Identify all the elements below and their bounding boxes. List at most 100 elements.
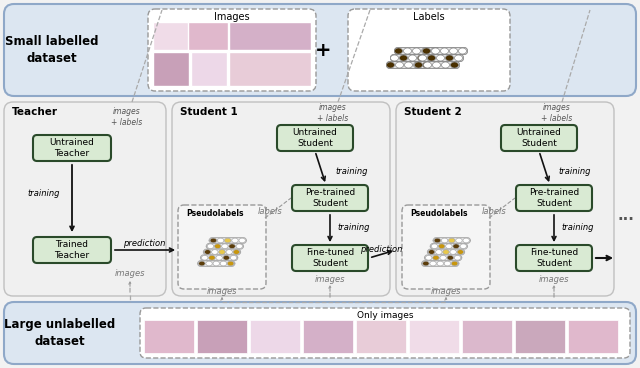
Text: training: training <box>337 223 369 233</box>
FancyBboxPatch shape <box>178 205 266 289</box>
Ellipse shape <box>408 55 417 61</box>
Ellipse shape <box>221 244 228 248</box>
Ellipse shape <box>236 244 243 248</box>
Text: labels: labels <box>482 206 506 216</box>
FancyBboxPatch shape <box>277 125 353 151</box>
FancyBboxPatch shape <box>415 61 460 68</box>
Ellipse shape <box>445 55 454 61</box>
Text: Fine-tuned
Student: Fine-tuned Student <box>530 248 578 268</box>
FancyBboxPatch shape <box>501 125 577 151</box>
Ellipse shape <box>404 62 413 68</box>
Ellipse shape <box>456 238 462 243</box>
Ellipse shape <box>426 255 432 260</box>
FancyBboxPatch shape <box>33 237 111 263</box>
Text: Trained
Teacher: Trained Teacher <box>54 240 90 260</box>
Ellipse shape <box>209 255 215 260</box>
Text: Pseudolabels: Pseudolabels <box>410 209 467 219</box>
Text: training: training <box>28 188 60 198</box>
Ellipse shape <box>227 261 234 266</box>
Ellipse shape <box>198 261 205 266</box>
Text: Untrained
Student: Untrained Student <box>516 128 561 148</box>
Ellipse shape <box>436 55 445 61</box>
Ellipse shape <box>434 238 440 243</box>
Ellipse shape <box>218 238 224 243</box>
Text: prediction: prediction <box>123 238 165 248</box>
Ellipse shape <box>396 62 403 68</box>
Ellipse shape <box>210 238 216 243</box>
Ellipse shape <box>229 244 236 248</box>
Ellipse shape <box>457 250 463 254</box>
Bar <box>153 52 189 86</box>
Ellipse shape <box>445 244 452 248</box>
Text: images: images <box>539 276 569 284</box>
Text: images
+ labels: images + labels <box>111 107 143 127</box>
Text: Pre-trained
Student: Pre-trained Student <box>305 188 355 208</box>
Ellipse shape <box>454 55 463 61</box>
FancyBboxPatch shape <box>204 249 241 255</box>
Bar <box>144 320 194 353</box>
Text: Labels: Labels <box>413 12 445 22</box>
Ellipse shape <box>440 255 446 260</box>
Text: images
+ labels: images + labels <box>541 103 573 123</box>
Ellipse shape <box>225 238 231 243</box>
Text: +: + <box>315 40 332 60</box>
Ellipse shape <box>451 261 458 266</box>
FancyBboxPatch shape <box>422 261 459 266</box>
FancyBboxPatch shape <box>396 102 614 296</box>
Ellipse shape <box>207 244 214 248</box>
Ellipse shape <box>213 261 220 266</box>
Ellipse shape <box>226 250 232 254</box>
FancyBboxPatch shape <box>430 243 467 249</box>
Text: training: training <box>335 167 367 177</box>
FancyBboxPatch shape <box>419 54 463 61</box>
Ellipse shape <box>431 244 438 248</box>
Ellipse shape <box>442 62 449 68</box>
Text: training: training <box>558 167 591 177</box>
Ellipse shape <box>458 48 467 54</box>
FancyBboxPatch shape <box>433 238 470 243</box>
Bar <box>356 320 406 353</box>
Ellipse shape <box>212 250 218 254</box>
Ellipse shape <box>437 261 444 266</box>
FancyBboxPatch shape <box>198 261 235 266</box>
Bar <box>229 52 311 86</box>
Ellipse shape <box>230 255 237 260</box>
Ellipse shape <box>438 244 445 248</box>
Ellipse shape <box>394 48 403 54</box>
Text: Teacher: Teacher <box>12 107 58 117</box>
Ellipse shape <box>204 250 211 254</box>
Ellipse shape <box>428 250 435 254</box>
FancyBboxPatch shape <box>394 47 440 54</box>
Bar <box>153 22 188 50</box>
Text: images: images <box>315 276 345 284</box>
Text: images: images <box>115 269 145 277</box>
Text: Small labelled
dataset: Small labelled dataset <box>5 35 99 65</box>
FancyBboxPatch shape <box>140 308 630 358</box>
Ellipse shape <box>239 238 245 243</box>
Text: Fine-tuned
Student: Fine-tuned Student <box>306 248 354 268</box>
Text: training: training <box>561 223 593 233</box>
FancyBboxPatch shape <box>402 205 490 289</box>
Ellipse shape <box>422 261 429 266</box>
Ellipse shape <box>214 244 221 248</box>
Ellipse shape <box>417 55 426 61</box>
Ellipse shape <box>430 261 436 266</box>
FancyBboxPatch shape <box>200 255 238 261</box>
Ellipse shape <box>422 48 431 54</box>
Ellipse shape <box>444 261 451 266</box>
Ellipse shape <box>413 62 422 68</box>
Bar <box>303 320 353 353</box>
Bar <box>229 22 311 50</box>
Ellipse shape <box>403 48 412 54</box>
Ellipse shape <box>431 48 440 54</box>
Ellipse shape <box>233 250 239 254</box>
Ellipse shape <box>399 55 408 61</box>
Bar <box>515 320 565 353</box>
Ellipse shape <box>220 261 227 266</box>
FancyBboxPatch shape <box>348 9 510 91</box>
FancyBboxPatch shape <box>206 243 244 249</box>
Text: Student 1: Student 1 <box>180 107 237 117</box>
Ellipse shape <box>460 244 467 248</box>
Text: Student 2: Student 2 <box>404 107 461 117</box>
FancyBboxPatch shape <box>33 135 111 161</box>
